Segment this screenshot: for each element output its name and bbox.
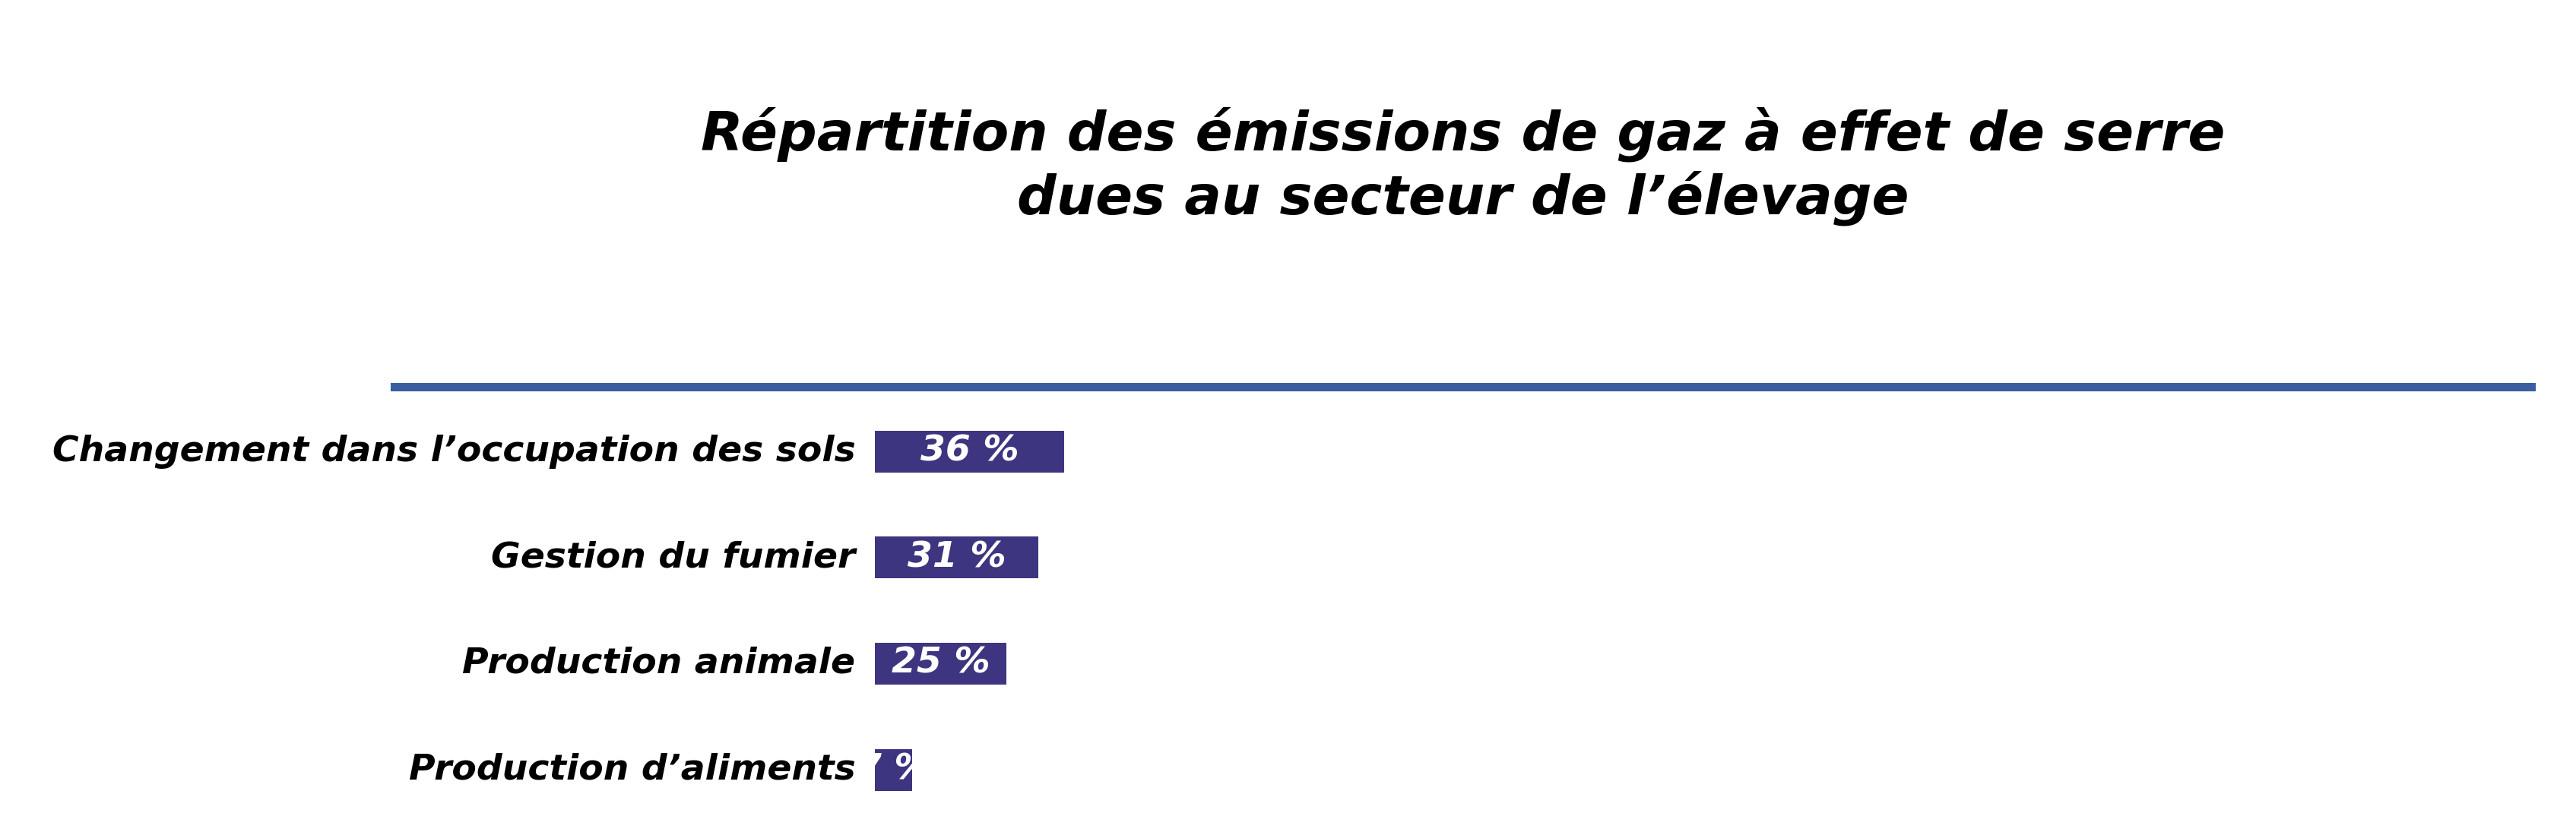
FancyBboxPatch shape xyxy=(876,643,1007,685)
Text: 31 %: 31 % xyxy=(907,541,1005,575)
Text: Changement dans l’occupation des sols: Changement dans l’occupation des sols xyxy=(52,434,855,468)
Text: Production d’aliments: Production d’aliments xyxy=(410,753,855,787)
FancyBboxPatch shape xyxy=(876,430,1064,473)
FancyBboxPatch shape xyxy=(876,749,912,790)
Text: Répartition des émissions de gaz à effet de serre
dues au secteur de l’élevage: Répartition des émissions de gaz à effet… xyxy=(701,107,2226,225)
Text: 7 %: 7 % xyxy=(858,753,930,787)
Text: 36 %: 36 % xyxy=(920,434,1020,468)
Text: Gestion du fumier: Gestion du fumier xyxy=(492,541,855,575)
FancyBboxPatch shape xyxy=(876,537,1038,578)
Text: 25 %: 25 % xyxy=(891,646,989,681)
Text: Production animale: Production animale xyxy=(464,646,855,681)
